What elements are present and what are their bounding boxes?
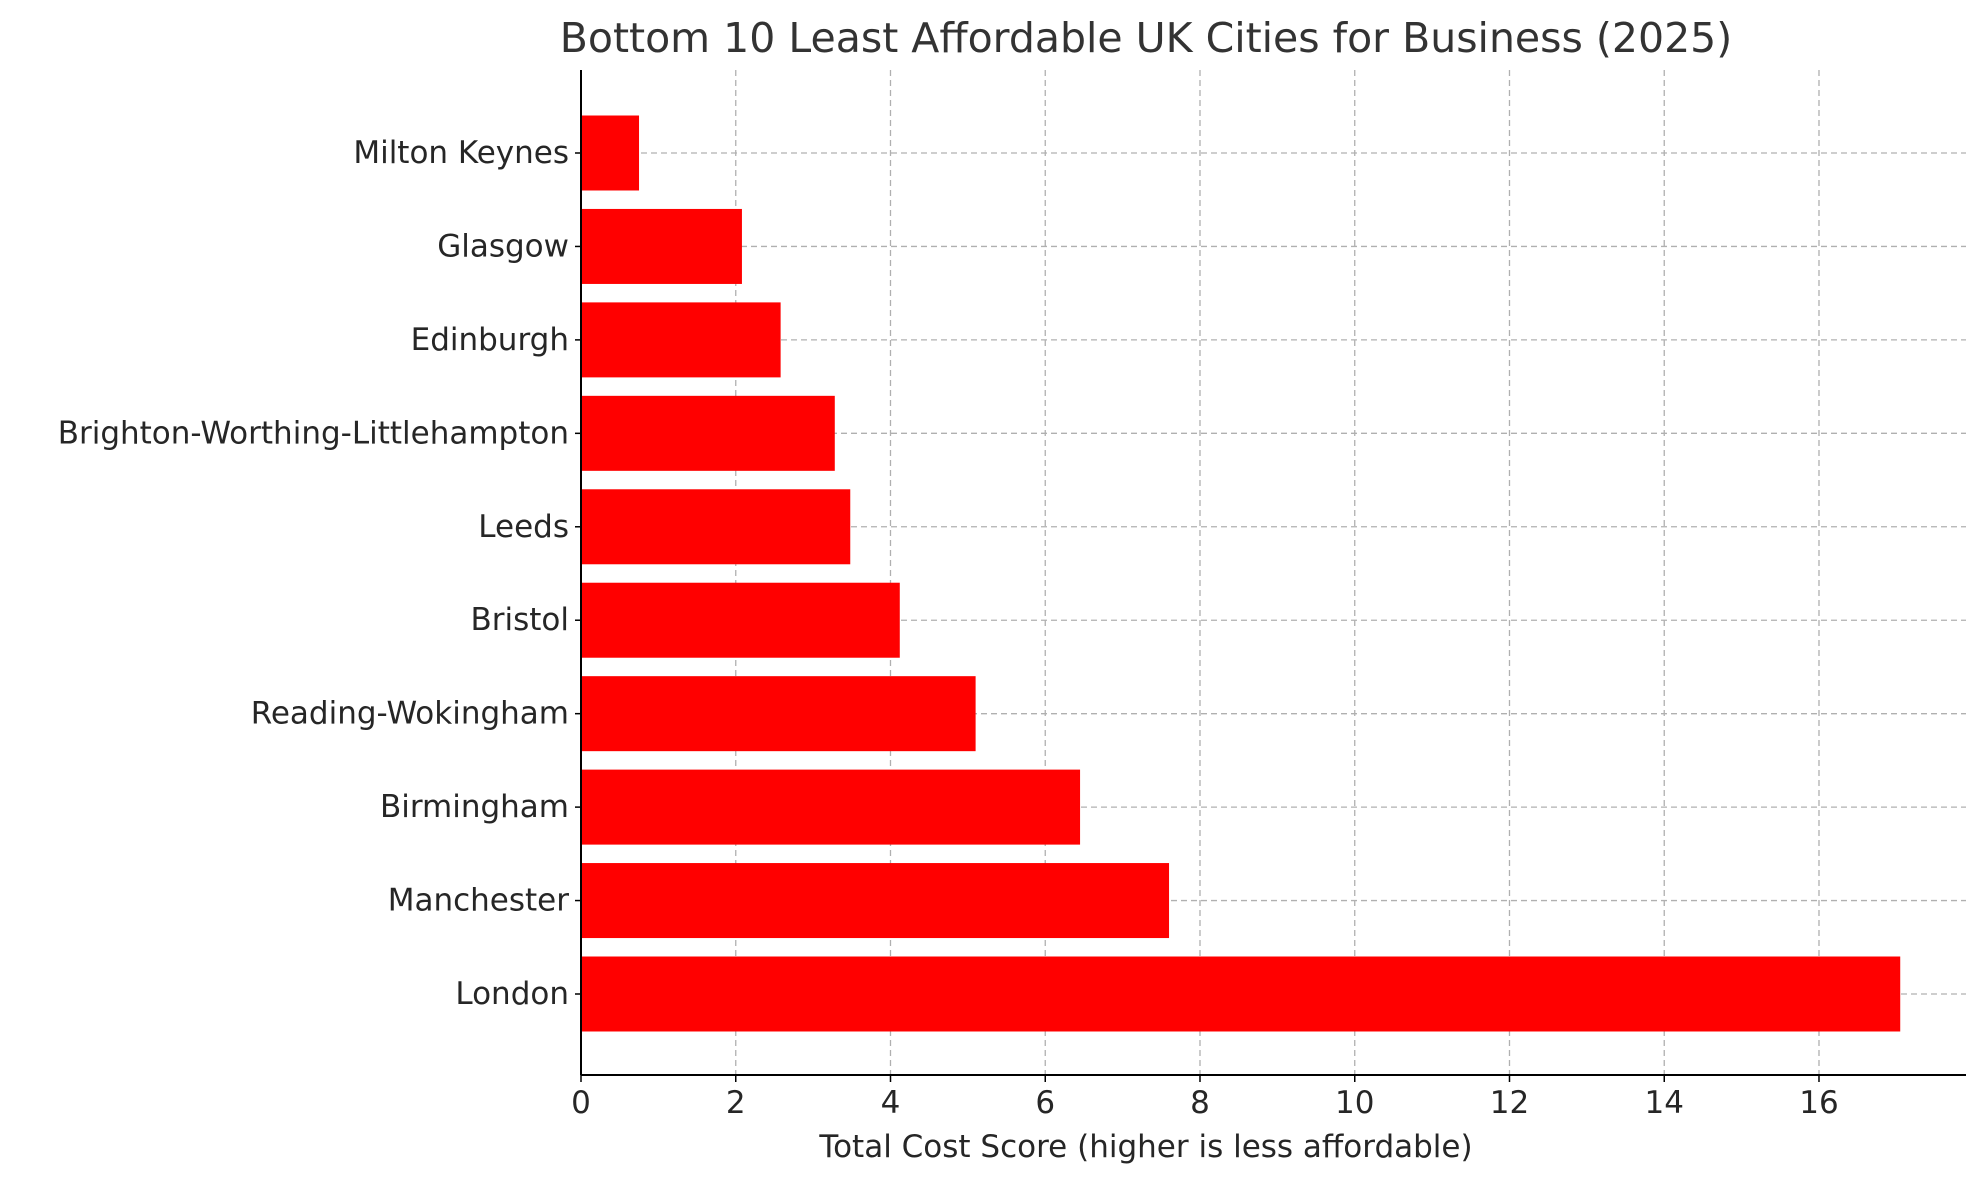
- chart-title: Bottom 10 Least Affordable UK Cities for…: [560, 14, 1733, 62]
- x-tick-label: 10: [1335, 1085, 1374, 1121]
- y-tick-label: Bristol: [470, 602, 569, 638]
- y-tick-label: Edinburgh: [411, 322, 569, 358]
- x-tick-label: 6: [1035, 1085, 1055, 1121]
- bar: [581, 863, 1170, 939]
- bar: [581, 676, 976, 752]
- y-tick-label: London: [455, 976, 569, 1012]
- bar: [581, 302, 781, 378]
- x-tick-label: 12: [1490, 1085, 1529, 1121]
- bar: [581, 956, 1901, 1032]
- y-tick-label: Reading-Wokingham: [251, 696, 569, 732]
- x-tick-label: 4: [881, 1085, 901, 1121]
- x-tick-label: 16: [1799, 1085, 1838, 1121]
- x-tick-labels: 0 2 4 6 8 10 12 14 16: [571, 1075, 1839, 1121]
- y-tick-label: Leeds: [478, 509, 569, 545]
- y-tick-label: Glasgow: [437, 228, 569, 264]
- bar: [581, 769, 1081, 845]
- axes-layer: [580, 70, 1966, 1076]
- bar: [581, 582, 900, 658]
- bar: [581, 208, 742, 284]
- y-tick-label: Manchester: [388, 883, 570, 919]
- y-tick-labels: Milton Keynes Glasgow Edinburgh Brighton-Wo…: [58, 135, 581, 1012]
- y-tick-label: Brighton-Worthing-Littlehampton: [58, 415, 569, 451]
- x-tick-label: 2: [726, 1085, 746, 1121]
- bars-layer: [581, 115, 1901, 1032]
- x-tick-label: 8: [1190, 1085, 1210, 1121]
- bar: [581, 115, 640, 191]
- x-axis-label: Total Cost Score (higher is less afforda…: [818, 1129, 1472, 1165]
- y-tick-label: Milton Keynes: [353, 135, 569, 171]
- x-tick-label: 14: [1645, 1085, 1684, 1121]
- y-tick-label: Birmingham: [380, 789, 569, 825]
- x-tick-label: 0: [571, 1085, 591, 1121]
- bar: [581, 395, 835, 471]
- bar: [581, 489, 851, 565]
